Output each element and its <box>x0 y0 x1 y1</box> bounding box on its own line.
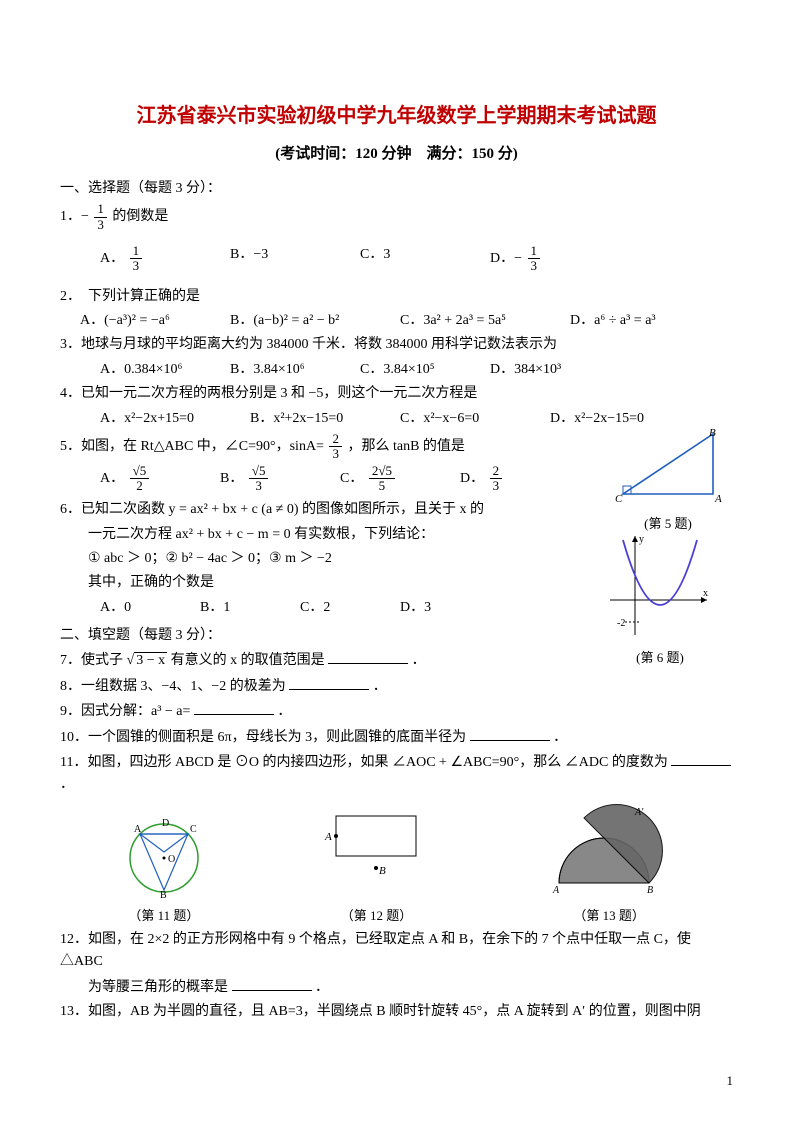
question-10: 10．一个圆锥的侧面积是 6π，母线长为 3，则此圆锥的底面半径为 ． <box>60 726 733 749</box>
q1-opt-a: A． 1 3 <box>100 244 230 274</box>
sqrt-icon: 3 − x <box>127 652 168 668</box>
svg-text:B: B <box>647 885 653 896</box>
question-8: 8．一组数据 3、−4、1、−2 的极差为 ． <box>60 675 733 698</box>
svg-text:O: O <box>168 854 175 865</box>
figure-row: A D C O B （第 11 题） A B （第 12 题） <box>60 803 733 927</box>
figure-5: B C A (第 5 题) <box>613 428 723 535</box>
circle-diagram-icon: A D C O B <box>114 808 214 898</box>
question-2: 2． 下列计算正确的是 <box>60 286 733 308</box>
svg-text:C: C <box>615 493 623 505</box>
svg-text:y: y <box>639 534 644 545</box>
q3-opt-a: A．0.384×10⁶ <box>100 359 230 381</box>
q1-stem-b: 的倒数是 <box>112 209 168 224</box>
blank-input <box>232 976 312 991</box>
question-4: 4．已知一元二次方程的两根分别是 3 和 −5，则这个一元二次方程是 <box>60 383 733 405</box>
q5-opt-d: D． 23 <box>460 464 580 494</box>
q5-opt-b: B． √53 <box>220 464 340 494</box>
q1-options: A． 1 3 B．−3 C．3 D．− 1 3 <box>60 244 733 274</box>
blank-input <box>671 751 731 766</box>
q1-opt-c: C．3 <box>360 244 490 274</box>
blank-input <box>470 726 550 741</box>
q2-opt-a: A．(−a³)² = −a⁶ <box>80 310 230 332</box>
question-1: 1．− 1 3 的倒数是 <box>60 202 733 232</box>
figure-12: A B （第 12 题） <box>321 808 431 927</box>
blank-input <box>328 649 408 664</box>
q4-opt-c: C．x²−x−6=0 <box>400 408 550 430</box>
svg-text:B: B <box>709 428 716 439</box>
svg-text:A: A <box>134 824 142 835</box>
right-triangle-icon: B C A <box>613 428 723 506</box>
q6-opt-c: C．2 <box>300 597 400 619</box>
parabola-icon: -2 x y <box>605 530 715 640</box>
q3-opt-b: B．3.84×10⁶ <box>230 359 360 381</box>
svg-text:A': A' <box>634 807 644 818</box>
q3-opt-d: D．384×10³ <box>490 359 620 381</box>
question-13: 13．如图，AB 为半圆的直径，且 AB=3，半圆绕点 B 顺时针旋转 45°，… <box>60 1001 733 1023</box>
question-12-l2: 为等腰三角形的概率是 ． <box>60 976 733 999</box>
svg-text:C: C <box>190 824 197 835</box>
q2-opt-c: C．3a² + 2a³ = 5a⁵ <box>400 310 570 332</box>
q1-opt-b: B．−3 <box>230 244 360 274</box>
q5-opt-a: A． √52 <box>100 464 220 494</box>
q3-opt-c: C．3.84×10⁵ <box>360 359 490 381</box>
q5-opt-c: C． 2√55 <box>340 464 460 494</box>
page-number: 1 <box>727 1071 734 1092</box>
figure-13: A B A' （第 13 题） <box>539 803 679 927</box>
blank-input <box>194 700 274 715</box>
q4-opt-a: A．x²−2x+15=0 <box>100 408 250 430</box>
grid-diagram-icon: A B <box>321 808 431 898</box>
svg-text:B: B <box>160 890 167 898</box>
svg-text:A: A <box>714 493 722 505</box>
q1-frac: 1 3 <box>94 202 107 232</box>
q4-opt-b: B．x²+2x−15=0 <box>250 408 400 430</box>
svg-text:-2: -2 <box>617 618 625 629</box>
q2-options: A．(−a³)² = −a⁶ B．(a−b)² = a² − b² C．3a² … <box>60 310 733 332</box>
svg-text:A: A <box>324 831 332 843</box>
blank-input <box>289 675 369 690</box>
semicircle-diagram-icon: A B A' <box>539 803 679 898</box>
question-9: 9．因式分解：a³ − a= ． <box>60 700 733 723</box>
q1-opt-d: D．− 1 3 <box>490 244 620 274</box>
q6-opt-a: A．0 <box>100 597 200 619</box>
q4-options: A．x²−2x+15=0 B．x²+2x−15=0 C．x²−x−6=0 D．x… <box>60 408 733 430</box>
q2-opt-b: B．(a−b)² = a² − b² <box>230 310 400 332</box>
svg-text:D: D <box>162 818 169 829</box>
q2-opt-d: D．a⁶ ÷ a³ = a³ <box>570 310 700 332</box>
q6-opt-b: B．1 <box>200 597 300 619</box>
figure-6: -2 x y (第 6 题) <box>605 530 715 669</box>
question-3: 3．地球与月球的平均距离大约为 384000 千米．将数 384000 用科学记… <box>60 334 733 356</box>
svg-text:A: A <box>552 885 560 896</box>
svg-text:x: x <box>703 588 708 599</box>
section-1-heading: 一、选择题（每题 3 分）： <box>60 178 733 200</box>
question-12-l1: 12．如图，在 2×2 的正方形网格中有 9 个格点，已经取定点 A 和 B，在… <box>60 929 733 974</box>
question-11: 11．如图，四边形 ABCD 是 ⊙O 的内接四边形，如果 ∠AOC + ∠AB… <box>60 751 733 797</box>
q1-stem-a: 1．− <box>60 209 89 224</box>
q4-opt-d: D．x²−2x−15=0 <box>550 408 680 430</box>
exam-info: (考试时间：120 分钟 满分：150 分) <box>60 142 733 166</box>
page-title: 江苏省泰兴市实验初级中学九年级数学上学期期末考试试题 <box>60 100 733 132</box>
q6-opt-d: D．3 <box>400 597 500 619</box>
svg-text:B: B <box>379 865 386 877</box>
figure-11: A D C O B （第 11 题） <box>114 808 214 927</box>
q3-options: A．0.384×10⁶ B．3.84×10⁶ C．3.84×10⁵ D．384×… <box>60 359 733 381</box>
